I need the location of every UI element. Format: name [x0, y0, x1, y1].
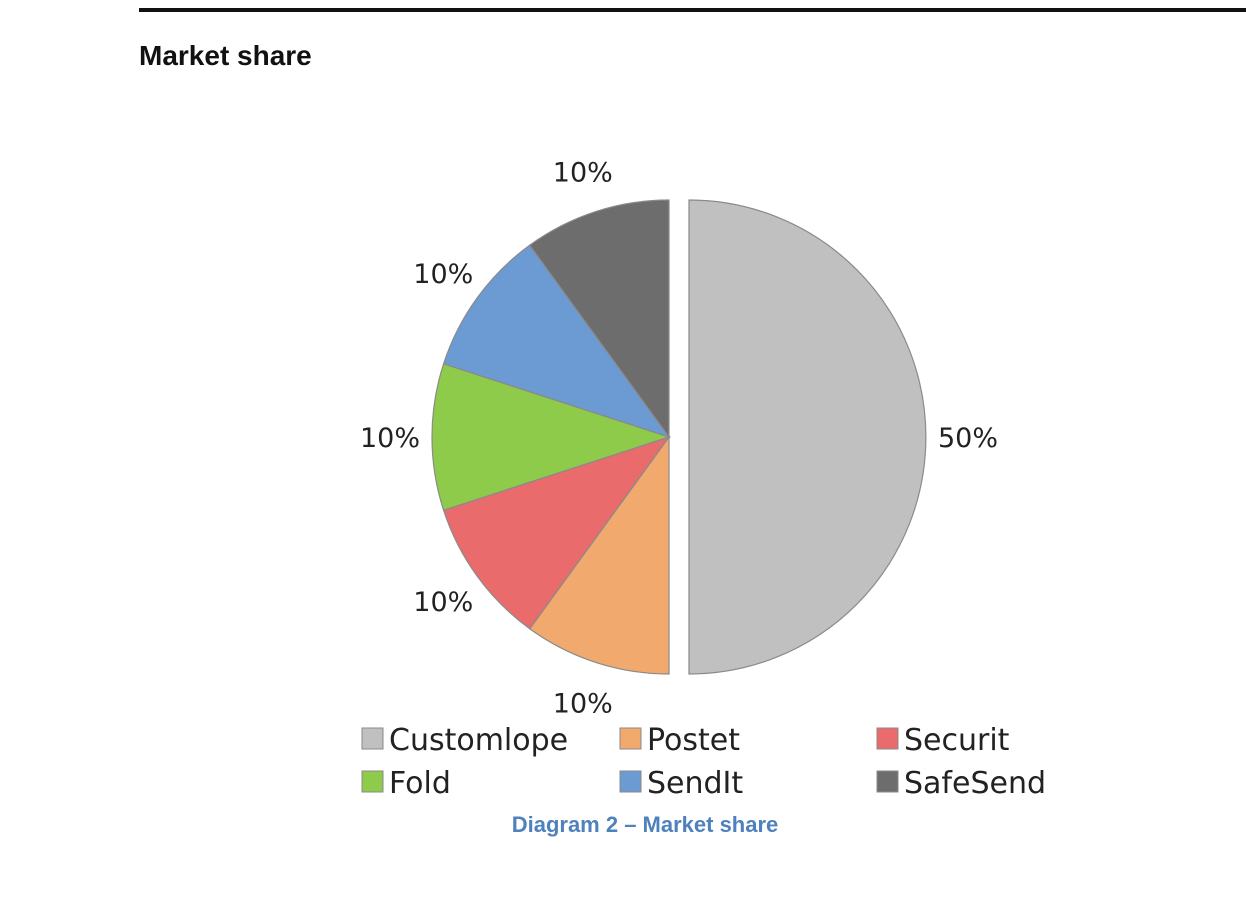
legend-label-safesend: SafeSend	[904, 766, 1046, 801]
pie-slice-fold	[431, 363, 671, 511]
legend-swatch-securit	[876, 727, 899, 750]
legend-swatch-fold	[361, 770, 384, 793]
legend-label-customlope: Customlope	[389, 723, 568, 758]
legend-label-sendit: SendIt	[647, 766, 743, 801]
pie-slice-postet	[528, 435, 670, 675]
figure-caption: Diagram 2 – Market share	[511, 812, 779, 837]
legend-swatch-postet	[619, 727, 642, 750]
legend-swatch-customlope	[361, 727, 384, 750]
legend-swatch-sendit	[619, 770, 642, 793]
pie-slice-securit	[442, 435, 671, 630]
data-label-securit: 10%	[413, 587, 473, 618]
legend-label-securit: Securit	[904, 723, 1010, 758]
legend-swatch-safesend	[876, 770, 899, 793]
data-label-safesend: 10%	[553, 158, 613, 189]
top-rule	[139, 8, 1246, 12]
pie-slice-safesend	[528, 199, 670, 439]
data-label-sendit: 10%	[413, 259, 473, 290]
pie-slice-customlope	[688, 199, 927, 675]
pie-slice-sendit	[442, 244, 671, 439]
data-label-customlope: 50%	[938, 423, 998, 454]
section-heading: Market share	[139, 40, 312, 71]
data-label-postet: 10%	[553, 688, 613, 719]
data-label-fold: 10%	[360, 423, 420, 454]
legend-label-fold: Fold	[389, 766, 451, 801]
legend-label-postet: Postet	[647, 723, 740, 758]
